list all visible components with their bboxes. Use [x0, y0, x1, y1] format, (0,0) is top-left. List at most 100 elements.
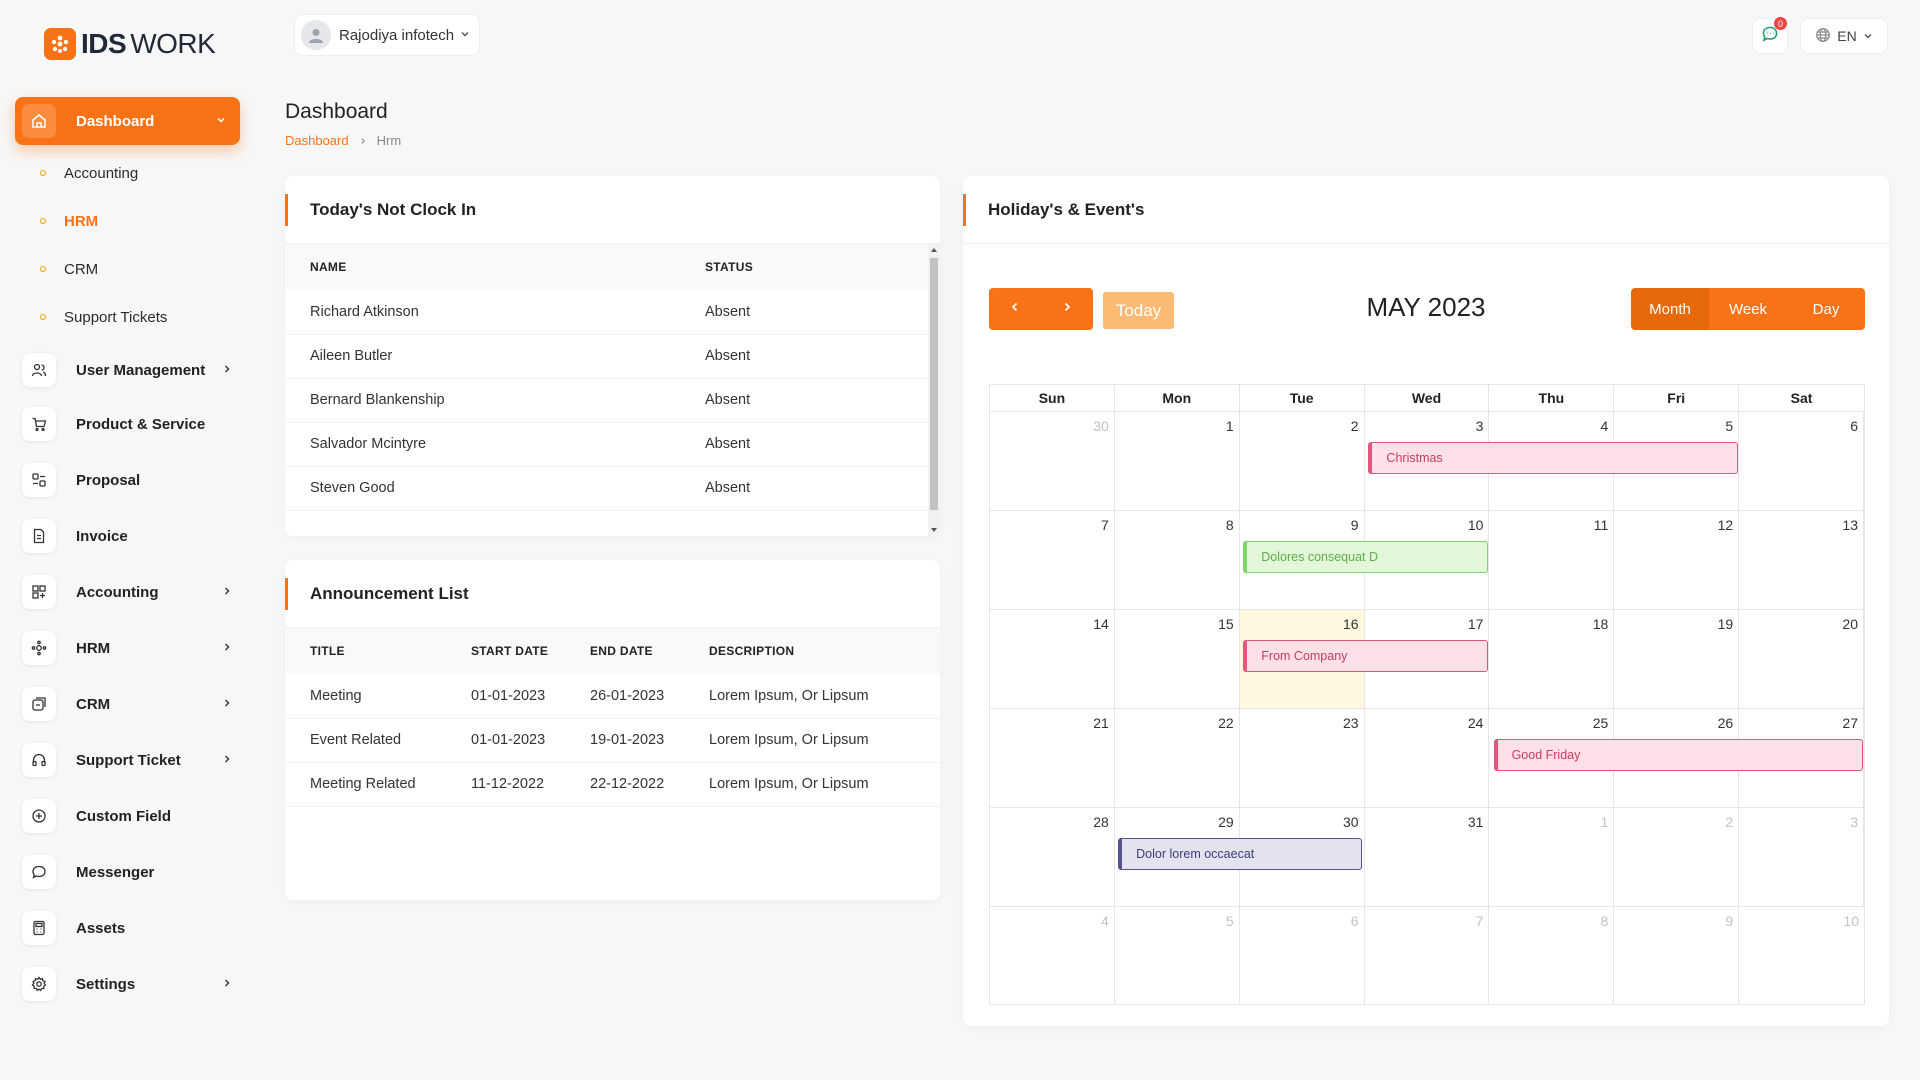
sidebar-item-settings[interactable]: Settings [22, 966, 232, 1002]
calendar-day-number[interactable]: 2 [1350, 418, 1359, 434]
company-switcher[interactable]: Rajodiya infotech [294, 14, 480, 56]
breadcrumb-link-dashboard[interactable]: Dashboard [285, 133, 349, 148]
calendar-day-number[interactable]: 4 [1101, 913, 1109, 929]
sidebar-item-proposal[interactable]: Proposal [22, 462, 232, 498]
calendar-day-number[interactable]: 24 [1467, 715, 1484, 731]
calendar-day-cell[interactable]: 6 [1240, 907, 1365, 1004]
calendar-day-cell[interactable]: 1 [1115, 412, 1240, 510]
scroll-up-arrow-icon[interactable] [931, 248, 937, 252]
calendar-day-number[interactable]: 25 [1592, 715, 1609, 731]
calendar-day-number[interactable]: 10 [1843, 913, 1859, 929]
sidebar-subitem-hrm[interactable]: HRM [40, 209, 98, 233]
calendar-day-cell[interactable]: 21 [990, 709, 1115, 807]
calendar-day-cell[interactable]: 23 [1240, 709, 1365, 807]
calendar-day-cell[interactable]: 10 [1365, 511, 1490, 609]
calendar-day-cell[interactable]: 17 [1365, 610, 1490, 708]
view-month-button[interactable]: Month [1631, 288, 1709, 330]
calendar-day-number[interactable]: 2 [1725, 814, 1734, 830]
calendar-day-number[interactable]: 27 [1842, 715, 1858, 731]
calendar-today-button[interactable]: Today [1103, 292, 1174, 329]
view-week-button[interactable]: Week [1709, 288, 1787, 330]
sidebar-item-crm[interactable]: CRM [22, 686, 232, 722]
sidebar-subitem-crm[interactable]: CRM [40, 257, 98, 281]
sidebar-item-invoice[interactable]: Invoice [22, 518, 232, 554]
column-header-name[interactable]: NAME [310, 260, 347, 274]
calendar-event[interactable]: Good Friday [1493, 739, 1863, 771]
calendar-day-number[interactable]: 3 [1850, 814, 1858, 830]
scroll-down-arrow-icon[interactable] [931, 528, 937, 532]
calendar-day-number[interactable]: 5 [1225, 913, 1234, 929]
calendar-day-cell[interactable]: 9 [1614, 907, 1740, 1004]
calendar-day-cell[interactable]: 8 [1115, 511, 1240, 609]
calendar-day-number[interactable]: 12 [1717, 517, 1734, 533]
calendar-day-number[interactable]: 30 [1093, 418, 1109, 434]
calendar-day-cell[interactable]: 30 [1240, 808, 1365, 906]
calendar-day-cell[interactable]: 28 [990, 808, 1115, 906]
calendar-day-number[interactable]: 23 [1342, 715, 1359, 731]
sidebar-item-support-ticket[interactable]: Support Ticket [22, 742, 232, 778]
calendar-day-number[interactable]: 5 [1725, 418, 1734, 434]
calendar-day-cell[interactable]: 27 [1739, 709, 1864, 807]
calendar-day-number[interactable]: 10 [1467, 517, 1484, 533]
calendar-day-number[interactable]: 3 [1475, 418, 1484, 434]
calendar-event[interactable]: Christmas [1368, 442, 1738, 474]
calendar-day-cell[interactable]: 5 [1614, 412, 1740, 510]
calendar-prev-button[interactable] [989, 288, 1041, 330]
calendar-day-cell[interactable]: 24 [1365, 709, 1490, 807]
scrollbar-thumb[interactable] [930, 258, 938, 510]
calendar-day-number[interactable]: 8 [1600, 913, 1609, 929]
calendar-day-cell[interactable]: 19 [1614, 610, 1740, 708]
calendar-day-cell[interactable]: 3 [1739, 808, 1864, 906]
calendar-day-cell[interactable]: 14 [990, 610, 1115, 708]
sidebar-item-product-service[interactable]: Product & Service [22, 406, 232, 442]
calendar-day-cell[interactable]: 7 [990, 511, 1115, 609]
calendar-day-cell[interactable]: 2 [1240, 412, 1365, 510]
calendar-day-cell[interactable]: 12 [1614, 511, 1740, 609]
calendar-day-cell[interactable]: 4 [990, 907, 1115, 1004]
calendar-day-cell[interactable]: 5 [1115, 907, 1240, 1004]
calendar-day-number[interactable]: 7 [1475, 913, 1484, 929]
calendar-day-number[interactable]: 21 [1093, 715, 1109, 731]
column-header-start-date[interactable]: START DATE [471, 644, 549, 658]
sidebar-item-custom-field[interactable]: Custom Field [22, 798, 232, 834]
calendar-day-number[interactable]: 20 [1842, 616, 1858, 632]
calendar-day-cell[interactable]: 11 [1489, 511, 1615, 609]
column-header-end-date[interactable]: END DATE [590, 644, 653, 658]
calendar-day-number[interactable]: 13 [1842, 517, 1858, 533]
sidebar-item-user-management[interactable]: User Management [22, 352, 232, 388]
vertical-scrollbar[interactable] [928, 244, 940, 536]
sidebar-item-assets[interactable]: Assets [22, 910, 232, 946]
calendar-day-cell[interactable]: 20 [1739, 610, 1864, 708]
calendar-day-cell[interactable]: 6 [1739, 412, 1864, 510]
calendar-event[interactable]: Dolor lorem occaecat [1118, 838, 1363, 870]
calendar-day-cell[interactable]: 30 [990, 412, 1115, 510]
calendar-day-number[interactable]: 26 [1717, 715, 1734, 731]
sidebar-item-dashboard[interactable]: Dashboard [15, 97, 240, 145]
calendar-day-number[interactable]: 14 [1093, 616, 1109, 632]
calendar-day-number[interactable]: 15 [1218, 616, 1234, 632]
not-clock-in-scroll-area[interactable]: NAME STATUS Richard Atkinson Absent Aile… [285, 244, 940, 536]
calendar-event[interactable]: Dolores consequat D [1243, 541, 1488, 573]
calendar-day-cell[interactable]: 2 [1614, 808, 1740, 906]
calendar-day-number[interactable]: 29 [1218, 814, 1234, 830]
calendar-event[interactable]: From Company [1243, 640, 1488, 672]
calendar-day-number[interactable]: 6 [1850, 418, 1858, 434]
calendar-day-number[interactable]: 16 [1342, 616, 1359, 632]
column-header-description[interactable]: DESCRIPTION [709, 644, 795, 658]
calendar-day-number[interactable]: 28 [1093, 814, 1109, 830]
calendar-day-cell[interactable]: 31 [1365, 808, 1490, 906]
calendar-day-cell[interactable]: 22 [1115, 709, 1240, 807]
column-header-title[interactable]: TITLE [310, 644, 345, 658]
calendar-day-number[interactable]: 31 [1467, 814, 1484, 830]
sidebar-subitem-accounting[interactable]: Accounting [40, 161, 138, 185]
column-header-status[interactable]: STATUS [705, 260, 754, 274]
calendar-day-number[interactable]: 7 [1101, 517, 1109, 533]
calendar-day-number[interactable]: 17 [1467, 616, 1484, 632]
sidebar-item-hrm[interactable]: HRM [22, 630, 232, 666]
sidebar-item-messenger[interactable]: Messenger [22, 854, 232, 890]
calendar-day-number[interactable]: 4 [1600, 418, 1609, 434]
calendar-day-number[interactable]: 9 [1725, 913, 1734, 929]
calendar-day-number[interactable]: 18 [1592, 616, 1609, 632]
calendar-day-number[interactable]: 8 [1225, 517, 1234, 533]
calendar-day-number[interactable]: 30 [1342, 814, 1359, 830]
